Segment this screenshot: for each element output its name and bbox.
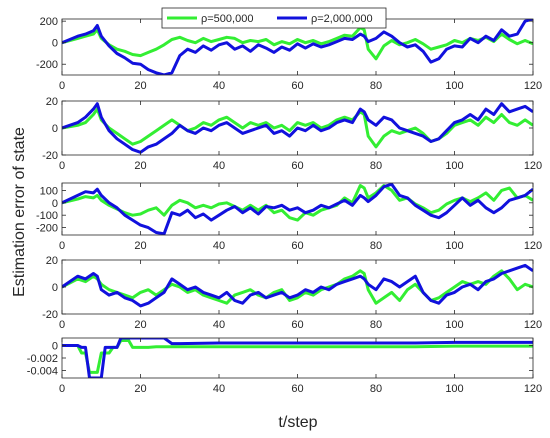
y-tick-label: -20 <box>42 309 58 321</box>
x-tick-label: 40 <box>213 160 225 172</box>
x-tick-label: 20 <box>134 160 146 172</box>
x-tick-label: 80 <box>370 383 382 395</box>
series-line-rho-500000 <box>62 107 533 149</box>
y-tick-label: 200 <box>40 16 58 28</box>
y-tick-label: 0 <box>52 198 58 210</box>
x-tick-label: 120 <box>524 240 542 252</box>
x-tick-label: 40 <box>213 240 225 252</box>
x-tick-label: 40 <box>213 383 225 395</box>
series-line-rho-500000 <box>62 269 533 305</box>
x-tick-label: 120 <box>524 383 542 395</box>
legend-label-rho-2000000: ρ=2,000,000 <box>311 13 373 25</box>
x-tick-label: 20 <box>134 319 146 331</box>
x-tick-label: 100 <box>445 160 463 172</box>
x-tick-label: 100 <box>445 319 463 331</box>
series-line-rho-500000 <box>62 184 533 222</box>
x-tick-label: 0 <box>59 80 65 92</box>
y-tick-label: 0 <box>52 123 58 135</box>
x-axis-label: t/step <box>278 414 317 431</box>
legend-box <box>161 7 387 29</box>
x-tick-label: 80 <box>370 319 382 331</box>
series-line-rho-2000000 <box>62 19 533 75</box>
y-tick-label: -200 <box>36 59 58 71</box>
legend-label-rho-500000: ρ=500,000 <box>201 13 253 25</box>
y-tick-label: -0.004 <box>27 366 58 378</box>
x-tick-label: 60 <box>291 80 303 92</box>
y-tick-label: 20 <box>46 255 58 267</box>
y-tick-label: -200 <box>36 223 58 235</box>
x-tick-label: 40 <box>213 80 225 92</box>
x-tick-label: 60 <box>291 383 303 395</box>
x-tick-label: 120 <box>524 160 542 172</box>
x-tick-label: 80 <box>370 80 382 92</box>
x-tick-label: 0 <box>59 160 65 172</box>
x-tick-label: 0 <box>59 240 65 252</box>
y-tick-label: 0 <box>52 341 58 353</box>
series-line-rho-500000 <box>62 26 533 61</box>
x-tick-label: 20 <box>134 383 146 395</box>
series-line-rho-2000000 <box>62 183 533 235</box>
x-tick-label: 60 <box>291 240 303 252</box>
series-line-rho-2000000 <box>62 102 533 154</box>
x-tick-label: 60 <box>291 319 303 331</box>
x-tick-label: 20 <box>134 80 146 92</box>
y-tick-label: -0.002 <box>27 353 58 365</box>
y-axis-label: Estimation error of state <box>11 127 28 297</box>
x-tick-label: 100 <box>445 80 463 92</box>
x-tick-label: 0 <box>59 383 65 395</box>
series-line-rho-2000000 <box>62 338 533 378</box>
x-tick-label: 0 <box>59 319 65 331</box>
x-tick-label: 60 <box>291 160 303 172</box>
y-tick-label: 0 <box>52 282 58 294</box>
y-tick-label: 20 <box>46 96 58 108</box>
x-tick-label: 20 <box>134 240 146 252</box>
x-tick-label: 100 <box>445 383 463 395</box>
x-tick-label: 80 <box>370 240 382 252</box>
series-line-rho-500000 <box>62 339 533 374</box>
series-line-rho-2000000 <box>62 263 533 308</box>
x-tick-label: 40 <box>213 319 225 331</box>
x-tick-label: 120 <box>524 80 542 92</box>
y-tick-label: 0 <box>52 38 58 50</box>
y-tick-label: 100 <box>40 185 58 197</box>
y-tick-label: -20 <box>42 150 58 162</box>
x-tick-label: 120 <box>524 319 542 331</box>
y-tick-label: -100 <box>36 210 58 222</box>
legend: ρ=500,000 ρ=2,000,000 <box>161 7 387 29</box>
x-tick-label: 100 <box>445 240 463 252</box>
x-tick-label: 80 <box>370 160 382 172</box>
